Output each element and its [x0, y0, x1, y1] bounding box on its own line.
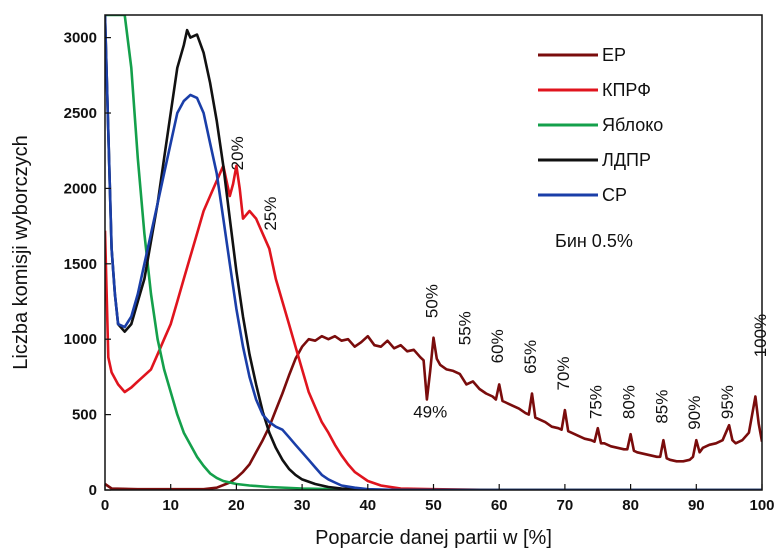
y-tick-label: 1000 [64, 331, 97, 348]
annotation-label: 65% [521, 340, 540, 374]
annotation-label: 75% [587, 385, 606, 419]
annotation-label: 25% [261, 197, 280, 231]
y-axis: 0 500 1000 1500 2000 2500 3000 [64, 30, 111, 499]
series-line-2 [105, 164, 762, 490]
annotation-label: 100% [751, 314, 770, 357]
annotation-label: 70% [554, 356, 573, 390]
x-tick-label: 100 [749, 497, 774, 514]
y-tick-label: 1500 [64, 256, 97, 273]
x-tick-label: 90 [688, 497, 705, 514]
legend-label: ЕР [602, 45, 626, 65]
legend-label: ЛДПР [602, 150, 651, 170]
annotation-label: 50% [422, 284, 441, 318]
x-tick-label: 10 [162, 497, 179, 514]
y-tick-label: 2500 [64, 105, 97, 122]
legend-label: СР [602, 185, 627, 205]
x-tick-label: 60 [491, 497, 508, 514]
series-line-3 [105, 15, 762, 490]
x-tick-label: 50 [425, 497, 442, 514]
series-line-1 [105, 334, 762, 490]
annotations: 20% 25% 50% 55% 60% 65% 70% 75% 80% 85% 90% 95% 100%… [228, 136, 770, 429]
x-axis: 0 10 20 30 40 50 60 70 80 90 100 [101, 484, 775, 514]
y-tick-label: 500 [72, 407, 97, 424]
annotation-label: 85% [652, 390, 671, 424]
y-tick-label: 3000 [64, 30, 97, 47]
series-line-5 [105, 15, 762, 490]
x-tick-label: 20 [228, 497, 245, 514]
annotation-label: 55% [455, 311, 474, 345]
x-tick-label: 40 [359, 497, 376, 514]
series-line-4 [105, 15, 762, 490]
annotation-label: 49% [413, 403, 447, 422]
legend: ЕР КПРФ Яблоко ЛДПР СР [538, 45, 663, 205]
y-axis-title: Liczba komisji wyborczych [10, 135, 32, 370]
annotation-label: 20% [228, 136, 247, 170]
annotation-label: 60% [488, 329, 507, 363]
bin-note: Бин 0.5% [555, 231, 633, 251]
x-tick-label: 30 [294, 497, 311, 514]
y-tick-label: 2000 [64, 180, 97, 197]
y-tick-label: 0 [89, 482, 97, 499]
legend-label: Яблоко [602, 115, 663, 135]
annotation-label: 95% [718, 385, 737, 419]
annotation-label: 90% [685, 396, 704, 430]
x-tick-label: 0 [101, 497, 109, 514]
x-tick-label: 80 [622, 497, 639, 514]
x-axis-title: Poparcie danej partii w [%] [315, 527, 552, 549]
plot-area [105, 15, 762, 490]
annotation-label: 80% [620, 385, 639, 419]
legend-label: КПРФ [602, 80, 651, 100]
x-tick-label: 70 [557, 497, 574, 514]
